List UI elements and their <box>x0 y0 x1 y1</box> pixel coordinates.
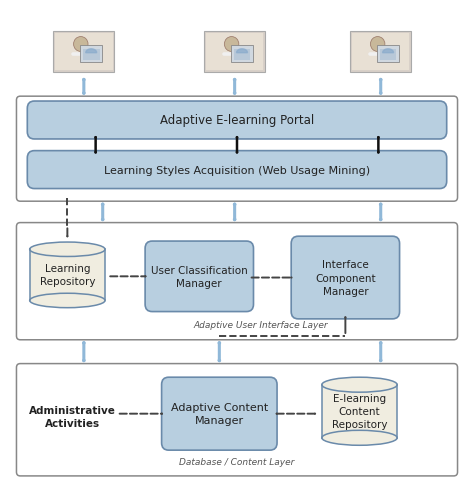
Text: Learning
Repository: Learning Repository <box>40 264 95 287</box>
Text: Learning Styles Acquisition (Web Usage Mining): Learning Styles Acquisition (Web Usage M… <box>104 165 370 175</box>
FancyBboxPatch shape <box>17 97 457 202</box>
FancyBboxPatch shape <box>27 102 447 140</box>
FancyBboxPatch shape <box>380 50 396 61</box>
Circle shape <box>371 38 385 52</box>
FancyBboxPatch shape <box>206 34 264 71</box>
FancyBboxPatch shape <box>291 237 400 319</box>
FancyBboxPatch shape <box>53 32 115 73</box>
FancyBboxPatch shape <box>17 223 457 340</box>
FancyBboxPatch shape <box>204 32 265 73</box>
Ellipse shape <box>30 294 105 308</box>
Ellipse shape <box>322 377 397 392</box>
FancyBboxPatch shape <box>377 45 399 63</box>
Text: User Classification
Manager: User Classification Manager <box>151 265 248 288</box>
FancyBboxPatch shape <box>83 50 100 61</box>
Text: E-learning
Content
Repository: E-learning Content Repository <box>332 393 387 429</box>
FancyBboxPatch shape <box>55 34 113 71</box>
Text: Database / Content Layer: Database / Content Layer <box>179 457 295 466</box>
Circle shape <box>224 38 239 52</box>
FancyBboxPatch shape <box>352 34 410 71</box>
Polygon shape <box>237 50 247 54</box>
FancyBboxPatch shape <box>145 242 254 312</box>
Text: Adaptive E-learning Portal: Adaptive E-learning Portal <box>160 114 314 127</box>
Bar <box>322 385 397 438</box>
Text: Interface
Component
Manager: Interface Component Manager <box>315 260 376 296</box>
FancyBboxPatch shape <box>231 45 253 63</box>
FancyBboxPatch shape <box>81 45 102 63</box>
Text: Adaptive User Interface Layer: Adaptive User Interface Layer <box>193 321 328 329</box>
FancyBboxPatch shape <box>162 377 277 450</box>
Text: Administrative
Activities: Administrative Activities <box>28 405 116 428</box>
Text: Adaptive Content
Manager: Adaptive Content Manager <box>171 402 268 426</box>
Ellipse shape <box>322 430 397 446</box>
Polygon shape <box>86 50 97 54</box>
Polygon shape <box>383 50 393 54</box>
FancyBboxPatch shape <box>17 364 457 476</box>
FancyBboxPatch shape <box>27 151 447 189</box>
Circle shape <box>73 38 88 52</box>
Bar <box>30 250 105 301</box>
Ellipse shape <box>30 243 105 257</box>
FancyBboxPatch shape <box>234 50 250 61</box>
FancyBboxPatch shape <box>350 32 411 73</box>
